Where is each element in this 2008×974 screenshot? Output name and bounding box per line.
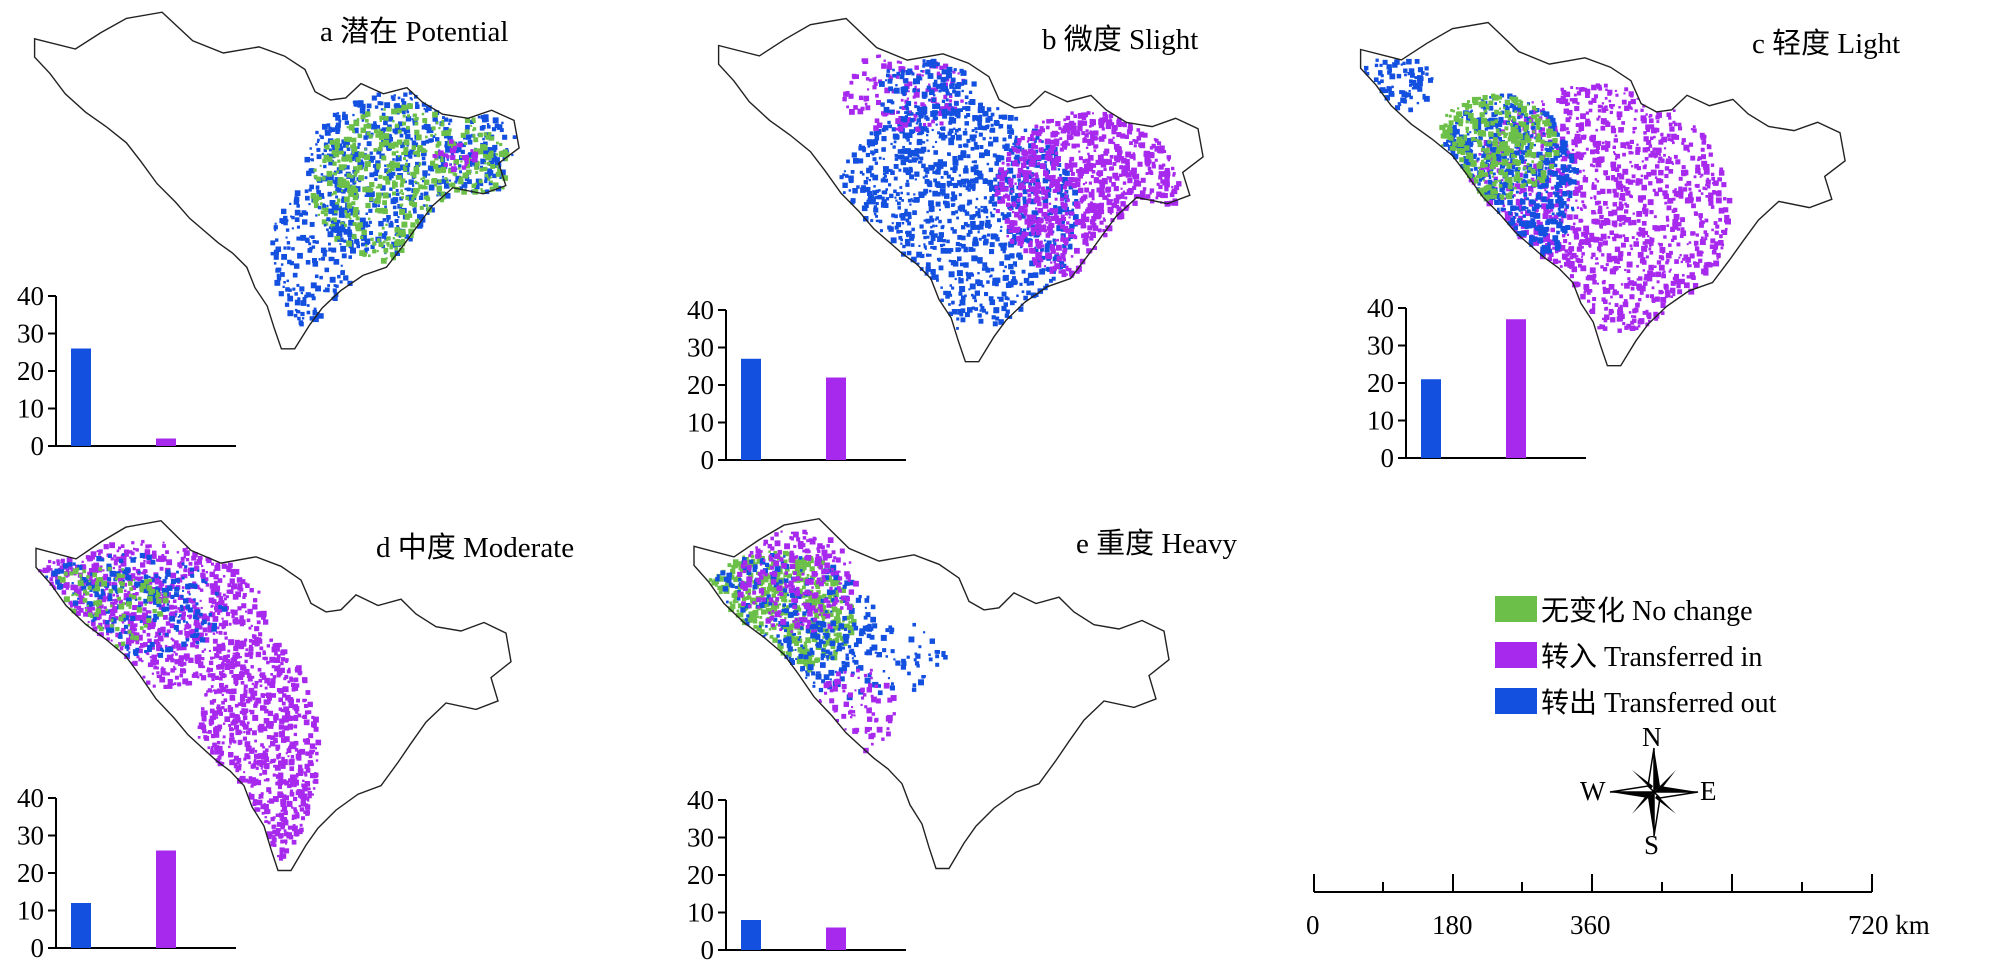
compass-north-label: N (1642, 722, 1662, 752)
y-tick-label: 0 (31, 933, 45, 963)
bar-transferred-out (71, 903, 91, 948)
bar-transferred-in (1506, 319, 1526, 458)
panel-e: e 重度 Heavy 40 30 20 10 0 (660, 500, 1340, 974)
y-tick-label: 30 (1367, 331, 1394, 361)
legend: 无变化 No change 转入 Transferred in 转出 Trans… (1495, 586, 1776, 724)
panel-d: d 中度 Moderate 40 30 20 10 0 (0, 500, 680, 974)
y-tick-label: 30 (17, 821, 44, 851)
bar-transferred-out (71, 348, 91, 446)
panel-title: d 中度 Moderate (376, 532, 575, 564)
land-cover-patches (839, 54, 1182, 330)
bar-transferred-out (1421, 379, 1441, 458)
inset-bar-chart: 40 30 20 10 0 (17, 281, 236, 461)
scale-label-0: 0 (1306, 910, 1320, 940)
y-tick-label: 10 (1367, 406, 1394, 436)
transferred-in-swatch (1495, 642, 1537, 668)
region-boundary (717, 17, 1204, 363)
legend-item-transferred-in: 转入 Transferred in (1495, 632, 1776, 678)
y-tick-label: 40 (17, 281, 44, 311)
land-cover-patches (708, 529, 948, 754)
panel-title: e 重度 Heavy (1076, 528, 1238, 560)
legend-item-no-change: 无变化 No change (1495, 586, 1776, 632)
y-tick-label: 20 (1367, 368, 1394, 398)
land-cover-patches (38, 539, 322, 861)
y-tick-label: 40 (687, 295, 714, 325)
legend-label: 转出 Transferred out (1541, 688, 1777, 719)
panel-b: b 微度 Slight 40 30 20 10 0 (660, 0, 1340, 475)
y-tick-label: 30 (17, 319, 44, 349)
region-map (33, 11, 520, 350)
region-boundary (693, 517, 1170, 870)
panel-title: c 轻度 Light (1752, 28, 1901, 60)
y-tick-label: 20 (687, 370, 714, 400)
y-tick-label: 0 (1381, 443, 1395, 473)
y-tick-label: 10 (17, 896, 44, 926)
legend-item-transferred-out: 转出 Transferred out (1495, 678, 1776, 724)
legend-label: 转入 Transferred in (1541, 642, 1763, 673)
region-map (35, 519, 512, 872)
y-tick-label: 40 (687, 785, 714, 815)
y-tick-label: 20 (687, 860, 714, 890)
bar-transferred-out (741, 920, 761, 950)
scale-bar-ruler (1313, 874, 1873, 893)
bar-transferred-in (156, 850, 176, 948)
scale-label-720: 720 km (1848, 910, 1930, 940)
bar-transferred-in (826, 377, 846, 460)
panel-c: c 轻度 Light 40 30 20 10 0 (1340, 0, 2008, 473)
compass-west-label: W (1580, 776, 1606, 806)
transferred-out-swatch (1495, 688, 1537, 714)
legend-label: 无变化 No change (1541, 596, 1753, 627)
bar-transferred-in (156, 438, 176, 446)
y-tick-label: 10 (687, 408, 714, 438)
region-boundary (35, 519, 512, 872)
bar-transferred-in (826, 927, 846, 950)
compass-rose-icon (1609, 747, 1699, 837)
scale-label-360: 360 (1570, 910, 1611, 940)
scale-label-180: 180 (1432, 910, 1473, 940)
y-tick-label: 40 (1367, 293, 1394, 323)
compass-east-label: E (1700, 776, 1717, 806)
y-tick-label: 10 (687, 898, 714, 928)
y-tick-label: 30 (687, 823, 714, 853)
y-tick-label: 20 (17, 356, 44, 386)
y-tick-label: 0 (31, 431, 45, 461)
compass-south-label: S (1644, 830, 1660, 860)
region-boundary (33, 11, 520, 350)
panel-a: a 潜在 Potential 40 30 20 10 0 (0, 0, 660, 461)
bar-transferred-out (741, 358, 761, 460)
region-map (1359, 21, 1846, 367)
region-map (693, 517, 1170, 870)
inset-bar-chart: 40 30 20 10 0 (687, 785, 906, 965)
inset-bar-chart: 40 30 20 10 0 (17, 783, 236, 963)
region-boundary (1359, 21, 1846, 367)
inset-bar-chart: 40 30 20 10 0 (1367, 293, 1586, 473)
y-tick-label: 10 (17, 394, 44, 424)
scale-bar: 0 180 360 720 km (1300, 870, 1930, 960)
panel-title: a 潜在 Potential (320, 16, 509, 48)
y-tick-label: 0 (701, 935, 715, 965)
y-tick-label: 30 (687, 333, 714, 363)
panel-title: b 微度 Slight (1042, 24, 1199, 56)
no-change-swatch (1495, 596, 1537, 622)
north-arrow: N S W E (1580, 722, 1730, 862)
land-cover-patches (270, 91, 517, 327)
y-tick-label: 0 (701, 445, 715, 475)
y-tick-label: 20 (17, 858, 44, 888)
region-map (717, 17, 1204, 363)
land-cover-patches (1364, 58, 1733, 333)
inset-bar-chart: 40 30 20 10 0 (687, 295, 906, 475)
y-tick-label: 40 (17, 783, 44, 813)
